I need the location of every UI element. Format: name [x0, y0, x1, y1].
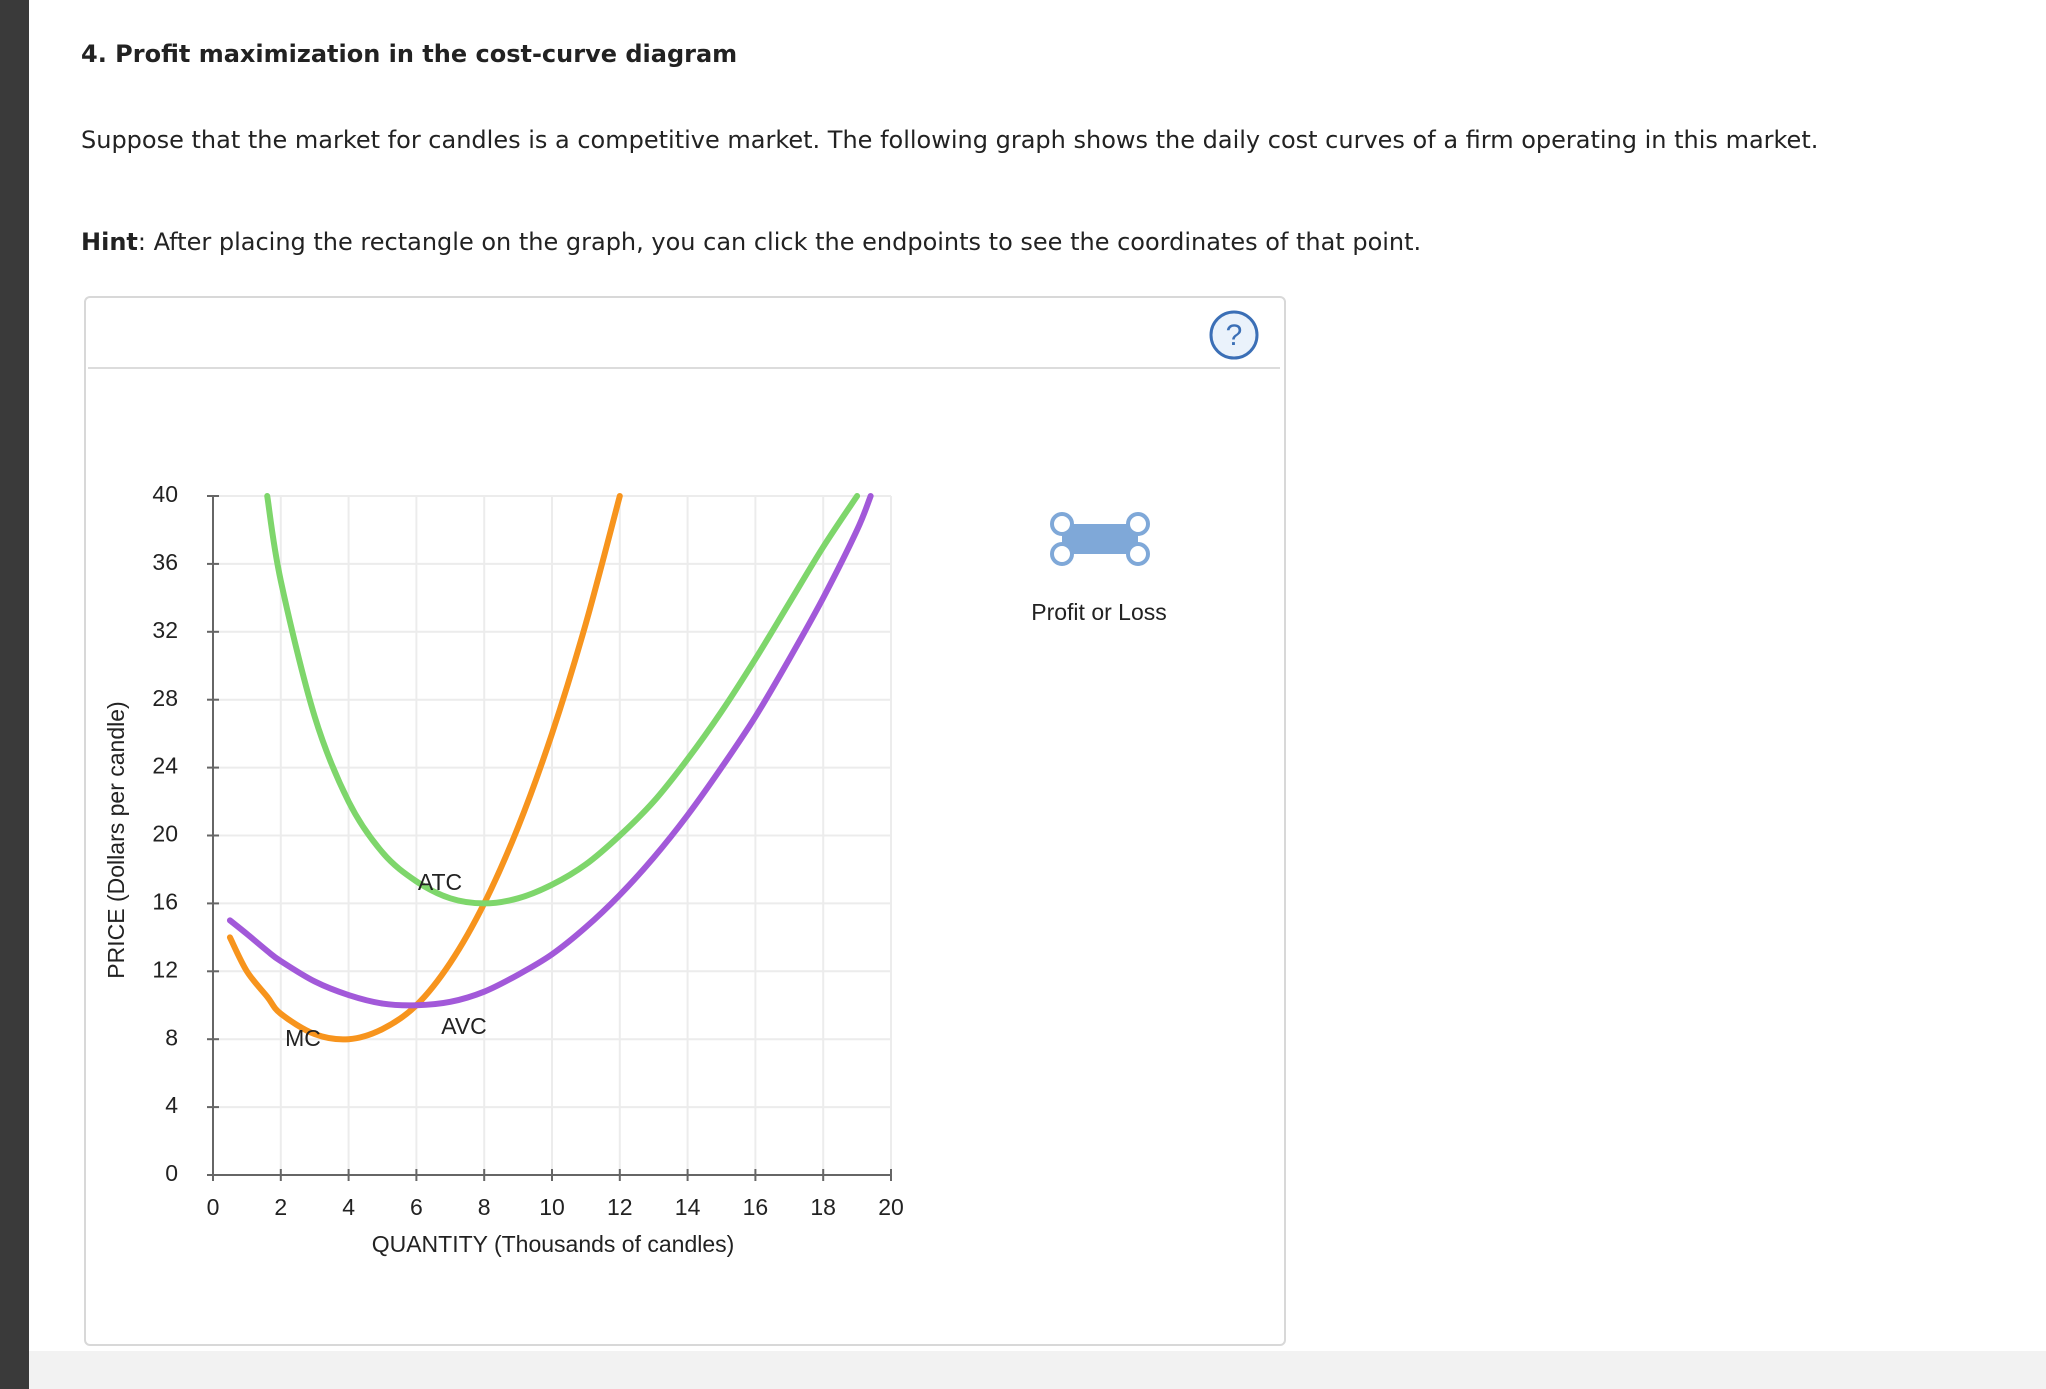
x-tick-label: 2	[274, 1194, 287, 1220]
x-tick-label: 4	[342, 1194, 355, 1220]
intro: Suppose that the market for candles is a…	[81, 126, 1819, 154]
y-tick-label: 16	[152, 888, 178, 914]
x-tick-label: 10	[539, 1194, 565, 1220]
x-tick-label: 20	[878, 1194, 904, 1220]
help-button[interactable]	[1209, 310, 1259, 360]
y-tick-label: 8	[165, 1024, 178, 1050]
y-tick-label: 40	[152, 481, 178, 507]
panel-divider	[88, 367, 1280, 369]
x-tick-label: 16	[743, 1194, 769, 1220]
sidebar	[0, 0, 29, 1389]
tool-handle[interactable]	[1050, 542, 1074, 566]
curve	[264, 493, 861, 907]
x-axis-title: QUANTITY (Thousands of candles)	[372, 1231, 735, 1257]
title: 4. Profit maximization in the cost-curve…	[81, 40, 738, 68]
y-tick-label: 0	[165, 1160, 178, 1186]
graph-panel	[84, 296, 1286, 1346]
footer	[29, 1351, 2046, 1389]
x-tick-label: 12	[607, 1194, 633, 1220]
y-tick-label: 20	[152, 821, 178, 847]
tool-handle[interactable]	[1126, 512, 1150, 536]
curve	[226, 493, 874, 1009]
tool-handle[interactable]	[1126, 542, 1150, 566]
y-tick-label: 36	[152, 549, 178, 575]
x-tick-label: 8	[478, 1194, 491, 1220]
curve-label: ATC	[418, 869, 462, 895]
tool-rect[interactable]	[1062, 524, 1138, 554]
x-tick-label: 14	[675, 1194, 701, 1220]
y-tick-label: 28	[152, 685, 178, 711]
x-tick-label: 0	[207, 1194, 220, 1220]
x-tick-label: 18	[810, 1194, 836, 1220]
y-tick-label: 24	[152, 753, 178, 779]
tool-handle[interactable]	[1050, 512, 1074, 536]
hint-text: : After placing the rectangle on the gra…	[137, 228, 1422, 256]
hint-label: Hint	[81, 228, 138, 256]
help-icon[interactable]: ?	[1226, 319, 1243, 352]
profit-tool[interactable]	[1050, 512, 1150, 566]
y-tick-label: 32	[152, 617, 178, 643]
y-tick-label: 12	[152, 956, 178, 982]
hint: Hint: After placing the rectangle on the…	[81, 228, 1421, 256]
curve-label: AVC	[441, 1013, 487, 1039]
tool-label[interactable]: Profit or Loss	[1031, 599, 1167, 625]
y-tick-label: 4	[165, 1092, 178, 1118]
x-tick-label: 6	[410, 1194, 423, 1220]
curve-label: MC	[285, 1025, 321, 1051]
y-axis-title: PRICE (Dollars per candle)	[103, 701, 129, 978]
